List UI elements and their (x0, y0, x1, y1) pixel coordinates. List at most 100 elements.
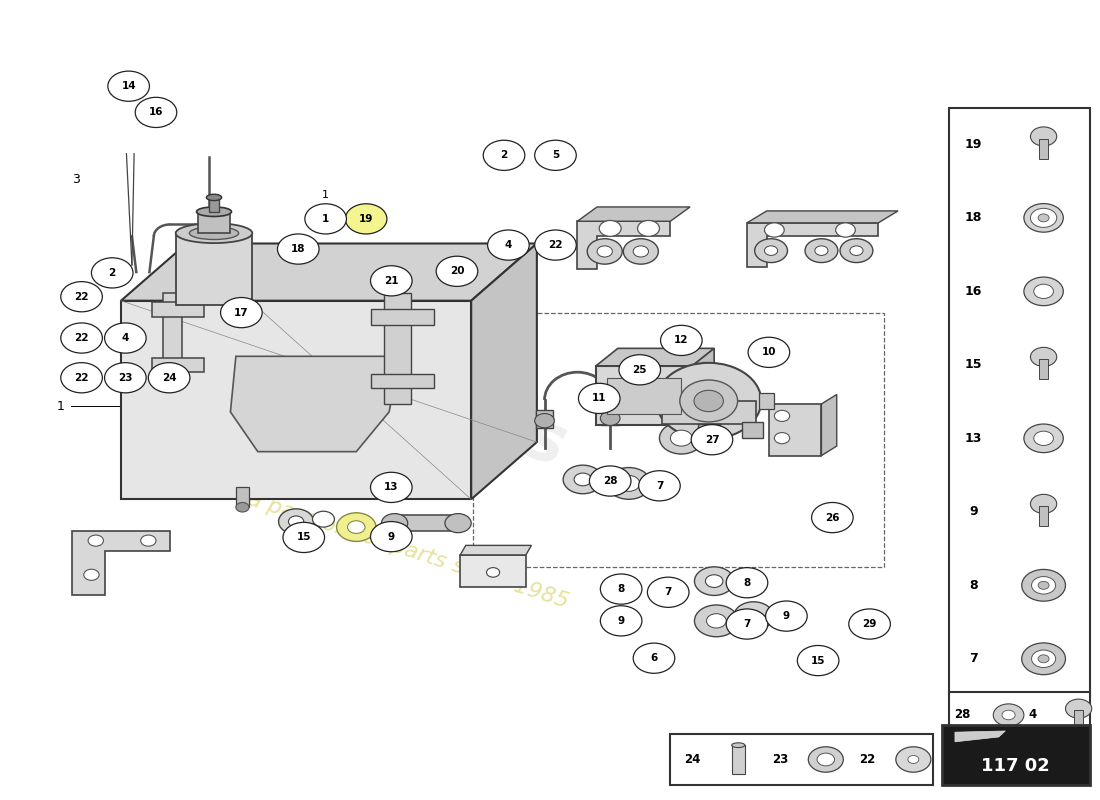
Circle shape (601, 574, 642, 604)
Circle shape (535, 230, 576, 260)
Bar (1076, 758, 1082, 773)
Text: 1: 1 (322, 214, 329, 224)
Polygon shape (596, 366, 692, 426)
Bar (163, 293, 183, 372)
Text: 28: 28 (603, 476, 617, 486)
Text: 26: 26 (825, 513, 839, 522)
Polygon shape (747, 211, 898, 223)
Bar (460, 555, 526, 586)
Bar (732, 745, 745, 774)
Circle shape (706, 614, 726, 628)
Ellipse shape (189, 227, 239, 239)
Text: 29: 29 (862, 619, 877, 629)
Text: 16: 16 (148, 107, 163, 118)
Text: 4: 4 (505, 240, 513, 250)
Text: 6: 6 (650, 653, 658, 663)
Text: 18: 18 (292, 244, 306, 254)
Circle shape (680, 380, 738, 422)
Circle shape (221, 298, 262, 328)
Circle shape (836, 223, 856, 237)
Polygon shape (692, 348, 714, 426)
Polygon shape (822, 394, 837, 456)
Circle shape (805, 238, 838, 262)
Circle shape (84, 570, 99, 580)
Circle shape (895, 746, 931, 772)
Text: 24: 24 (162, 373, 176, 382)
Circle shape (1031, 347, 1057, 366)
Circle shape (993, 750, 1024, 773)
Circle shape (590, 466, 631, 496)
Text: a passion for parts since 1985: a passion for parts since 1985 (244, 490, 571, 613)
Text: 21: 21 (384, 276, 398, 286)
Circle shape (634, 643, 674, 674)
Circle shape (371, 522, 412, 552)
Bar (152, 302, 205, 317)
Circle shape (277, 234, 319, 264)
Text: 7: 7 (656, 481, 663, 490)
Text: 22: 22 (859, 753, 876, 766)
Circle shape (634, 246, 649, 257)
Circle shape (726, 609, 768, 639)
Circle shape (619, 354, 660, 385)
Circle shape (850, 246, 864, 255)
Bar (536, 410, 553, 428)
Circle shape (624, 238, 658, 264)
Circle shape (1069, 750, 1089, 764)
Bar (152, 358, 205, 372)
Circle shape (648, 577, 689, 607)
Text: 14: 14 (121, 81, 136, 91)
Circle shape (371, 266, 412, 296)
Polygon shape (578, 207, 690, 222)
Circle shape (764, 223, 784, 237)
Circle shape (371, 472, 412, 502)
Text: 16: 16 (965, 285, 982, 298)
Text: 23: 23 (118, 373, 133, 382)
Bar (235, 487, 249, 507)
Circle shape (670, 430, 692, 446)
Bar (371, 309, 435, 325)
Text: 8: 8 (744, 578, 750, 588)
Text: 4: 4 (122, 333, 129, 343)
Circle shape (1031, 127, 1057, 146)
Text: 15: 15 (297, 533, 311, 542)
Circle shape (104, 323, 146, 353)
Circle shape (288, 516, 304, 527)
Circle shape (600, 221, 621, 236)
Bar (769, 404, 822, 456)
Bar (1040, 359, 1048, 379)
Circle shape (1022, 643, 1066, 674)
Text: 12: 12 (674, 335, 689, 346)
Text: 22: 22 (75, 333, 89, 343)
Text: 22: 22 (75, 373, 89, 382)
Circle shape (235, 502, 249, 512)
Circle shape (91, 258, 133, 288)
Circle shape (601, 411, 620, 426)
Circle shape (694, 567, 734, 595)
Circle shape (607, 467, 651, 499)
Circle shape (486, 568, 499, 577)
Circle shape (639, 470, 680, 501)
Circle shape (437, 256, 477, 286)
Bar (949, 691, 1090, 786)
Text: 8: 8 (617, 584, 625, 594)
Bar (395, 515, 458, 531)
Text: 3: 3 (73, 173, 80, 186)
Circle shape (755, 238, 788, 262)
Circle shape (657, 363, 761, 439)
Circle shape (483, 140, 525, 170)
Bar (697, 424, 719, 444)
Circle shape (817, 753, 835, 766)
Bar (741, 422, 763, 438)
Circle shape (746, 610, 761, 622)
Text: 13: 13 (384, 482, 398, 492)
Circle shape (88, 535, 103, 546)
Text: 7: 7 (664, 587, 672, 598)
Bar (949, 108, 1090, 695)
Polygon shape (596, 348, 714, 366)
Circle shape (908, 755, 918, 763)
Bar (670, 734, 933, 786)
Bar (602, 408, 619, 426)
Circle shape (444, 514, 471, 533)
Circle shape (1002, 757, 1015, 766)
Circle shape (601, 606, 642, 636)
